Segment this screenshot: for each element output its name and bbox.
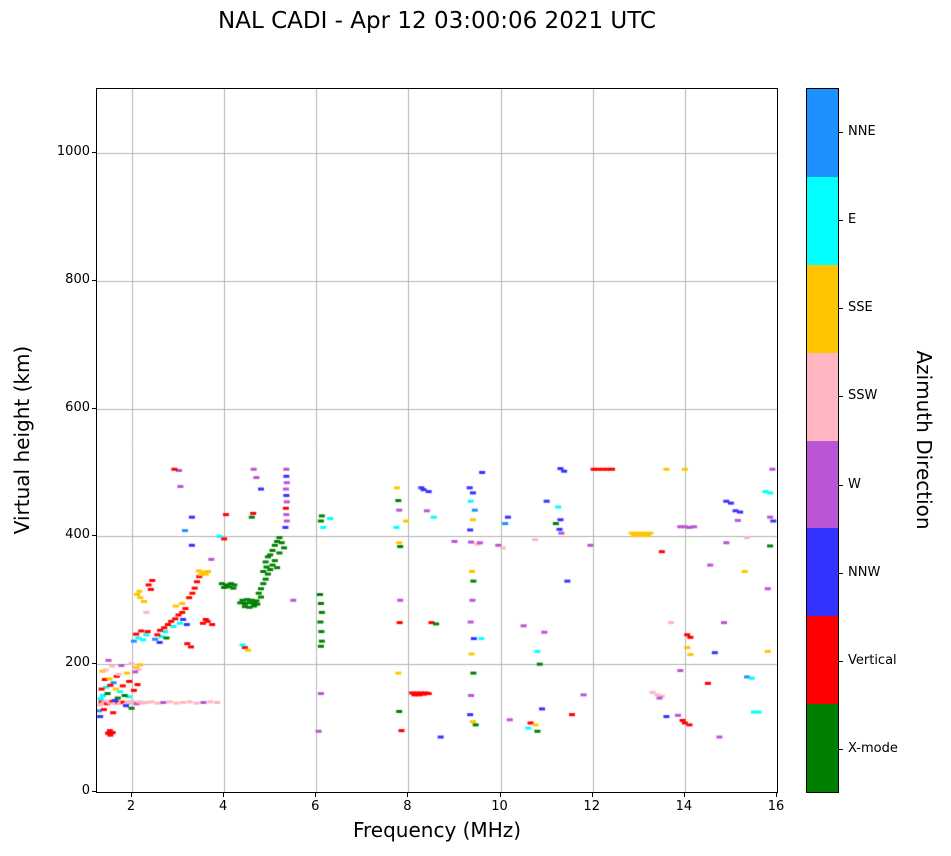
y-tick-label: 1000 [56,143,90,159]
colorbar-category-label: E [848,212,857,228]
y-tick-label: 600 [65,399,90,415]
x-axis-label: Frequency (MHz) [352,818,522,842]
x-tick-mark [223,793,225,797]
colorbar-tick-mark [839,485,843,486]
x-tick-label: 14 [675,799,693,814]
y-tick-label: 200 [65,655,90,671]
x-tick-label: 8 [403,799,412,814]
colorbar-segment-e [807,176,838,265]
x-tick-label: 6 [311,799,320,814]
colorbar-tick-mark [839,308,843,309]
colorbar-category-label: Vertical [848,652,897,668]
y-tick-mark [92,407,96,409]
colorbar-segment-sse [807,264,838,353]
colorbar-category-label: X-mode [848,740,898,756]
x-tick-mark [683,793,685,797]
colorbar-tick-mark [839,132,843,133]
x-tick-mark [776,793,777,797]
y-tick-label: 400 [65,527,90,543]
colorbar-category-label: NNW [848,564,881,580]
colorbar-category-label: W [848,476,861,492]
colorbar-segment-nnw [807,528,838,617]
y-tick-mark [92,535,96,537]
x-tick-mark [315,793,317,797]
colorbar-segment-vertical [807,616,838,705]
colorbar-segment-nne [807,89,838,177]
x-tick-label: 12 [583,799,600,814]
colorbar-tick-mark [839,661,843,662]
scatter-canvas [97,89,777,792]
colorbar-category-label: SSE [848,300,873,316]
colorbar-tick-mark [839,573,843,574]
colorbar-segment-ssw [807,352,838,441]
y-tick-label: 0 [81,783,90,798]
colorbar-category-label: SSW [848,388,878,404]
x-tick-mark [131,793,132,797]
colorbar [806,88,839,793]
x-tick-label: 2 [126,799,136,814]
plot-area [96,88,778,793]
colorbar-segment-x-mode [807,704,838,792]
colorbar-category-label: NNE [848,124,876,140]
colorbar-tick-mark [839,749,843,750]
colorbar-title: Azimuth Direction [912,350,936,530]
y-tick-mark [92,663,96,665]
x-tick-label: 4 [219,799,228,814]
y-tick-label: 800 [65,271,90,287]
colorbar-segment-w [807,440,838,529]
x-tick-mark [407,793,409,797]
colorbar-tick-mark [839,220,843,221]
y-axis-label: Virtual height (km) [10,345,34,535]
chart-title: NAL CADI - Apr 12 03:00:06 2021 UTC [218,8,656,34]
x-tick-label: 16 [767,799,785,814]
y-tick-mark [92,791,96,792]
x-tick-mark [591,793,593,797]
x-tick-mark [499,793,501,797]
colorbar-tick-mark [839,396,843,397]
y-tick-mark [92,279,96,281]
y-tick-mark [92,151,96,153]
x-tick-label: 10 [491,799,508,814]
